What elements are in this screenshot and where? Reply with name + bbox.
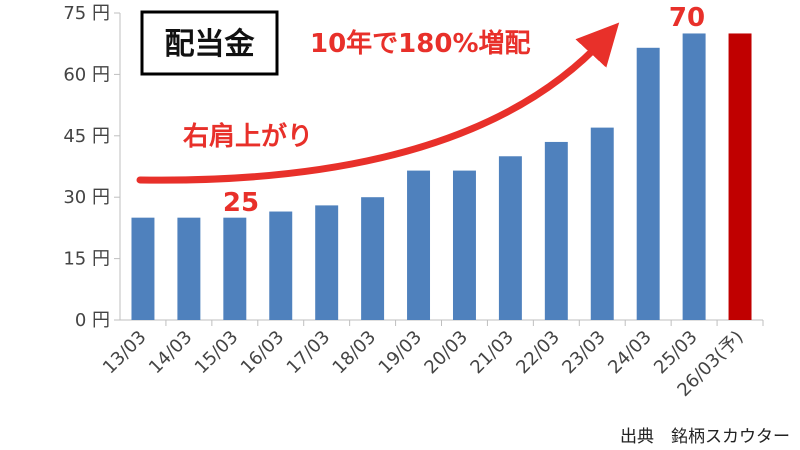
end-value-label: 70 (669, 3, 705, 33)
bar (177, 217, 201, 320)
y-tick-label: 75 円 (63, 3, 110, 24)
x-tick-label: 24/03 (604, 327, 656, 379)
bar (315, 205, 339, 320)
bar (269, 211, 293, 320)
y-axis-labels: 0 円 15 円 30 円 45 円 60 円 75 円 (63, 3, 110, 331)
bar-forecast (728, 33, 752, 320)
x-tick-label: 16/03 (237, 327, 289, 379)
y-tick-label: 0 円 (75, 310, 110, 331)
x-tick-label: 21/03 (466, 327, 518, 379)
growth-annotation: 10年で180%増配 (310, 28, 531, 59)
bar (636, 47, 660, 320)
bar (131, 217, 155, 320)
y-tick-label: 45 円 (63, 126, 110, 147)
start-value-label: 25 (223, 188, 259, 218)
bar (590, 127, 614, 320)
y-tick-label: 30 円 (63, 187, 110, 208)
x-tick-label: 17/03 (283, 327, 335, 379)
source-note: 出典 銘柄スカウター (620, 427, 790, 447)
bar (498, 156, 522, 320)
bar (407, 170, 431, 320)
chart-title-box: 配当金 (140, 10, 279, 76)
x-tick-label: 18/03 (329, 327, 381, 379)
x-tick-label: 20/03 (420, 327, 472, 379)
x-tick-label: 14/03 (145, 327, 197, 379)
x-tick-label: 19/03 (375, 327, 427, 379)
trend-annotation: 右肩上がり (183, 121, 313, 152)
bar (682, 33, 706, 320)
bar (361, 197, 385, 320)
chart-title: 配当金 (165, 27, 256, 62)
x-axis-labels: 13/0314/0315/0316/0317/0318/0319/0320/03… (99, 327, 748, 401)
x-tick-label: 13/03 (99, 327, 151, 379)
y-tick-label: 60 円 (63, 64, 110, 85)
x-tick-label: 15/03 (191, 327, 243, 379)
bar (544, 141, 568, 320)
bar (452, 170, 476, 320)
y-tick-label: 15 円 (63, 249, 110, 270)
x-tick-label: 22/03 (512, 327, 564, 379)
title-frame (140, 10, 279, 76)
x-tick-label: 23/03 (558, 327, 610, 379)
trend-arrow (136, 22, 620, 184)
bars (131, 33, 752, 320)
bar (223, 217, 247, 320)
